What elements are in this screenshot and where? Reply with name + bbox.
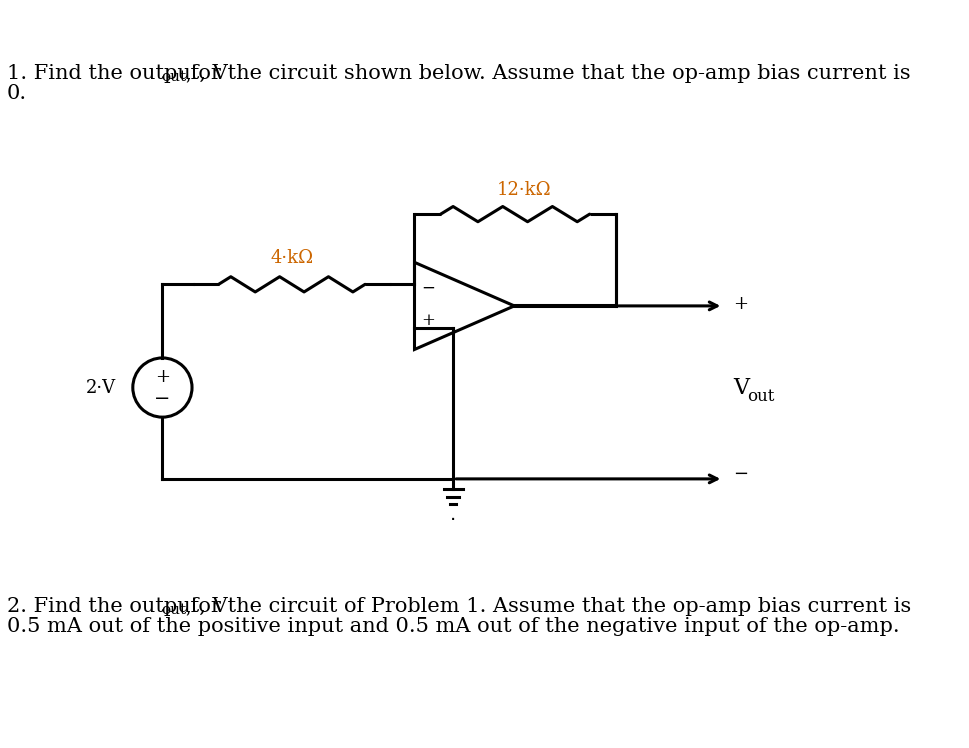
Text: +: + [155,368,170,387]
Text: 4·kΩ: 4·kΩ [270,249,313,268]
Text: out: out [746,388,773,405]
Text: out,: out, [161,70,191,84]
Text: 0.5 mA out of the positive input and 0.5 mA out of the negative input of the op-: 0.5 mA out of the positive input and 0.5… [7,617,898,636]
Text: V: V [733,377,749,399]
Text: out,: out, [161,603,191,617]
Text: for the circuit of Problem 1. Assume that the op-amp bias current is: for the circuit of Problem 1. Assume tha… [183,598,910,616]
Text: 2·V: 2·V [85,378,115,396]
Text: 1. Find the output, V: 1. Find the output, V [7,64,228,83]
Text: −: − [154,390,171,408]
Text: 2. Find the output, V: 2. Find the output, V [7,598,227,616]
Text: +: + [421,313,434,329]
Text: for the circuit shown below. Assume that the op-amp bias current is: for the circuit shown below. Assume that… [183,64,909,83]
Text: 0.: 0. [7,84,27,103]
Text: −: − [421,280,434,297]
Text: 12·kΩ: 12·kΩ [496,181,550,199]
Text: −: − [733,465,748,482]
Text: +: + [733,295,748,313]
Text: .: . [450,505,456,524]
